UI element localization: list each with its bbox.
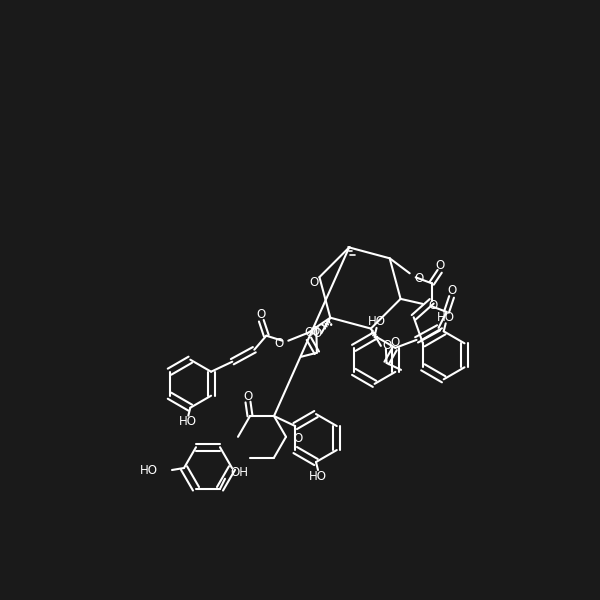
Text: O: O [415, 272, 424, 285]
Text: HO: HO [368, 316, 386, 328]
Text: •••: ••• [320, 321, 335, 330]
Text: O: O [447, 284, 456, 298]
Text: O: O [244, 389, 253, 403]
Text: O: O [382, 340, 391, 352]
Text: O: O [257, 308, 266, 321]
Text: OH: OH [230, 466, 248, 479]
Text: HO: HO [437, 311, 455, 324]
Text: HO: HO [140, 463, 158, 476]
Text: O: O [390, 337, 399, 349]
Text: HO: HO [179, 415, 197, 428]
Text: O: O [274, 337, 283, 350]
Text: O: O [428, 299, 438, 313]
Text: HO: HO [309, 470, 327, 482]
Text: O: O [311, 325, 320, 338]
Text: O: O [310, 275, 319, 289]
Text: O: O [435, 259, 445, 272]
Text: O: O [312, 327, 321, 340]
Text: O: O [293, 433, 302, 445]
Text: O: O [304, 326, 313, 339]
